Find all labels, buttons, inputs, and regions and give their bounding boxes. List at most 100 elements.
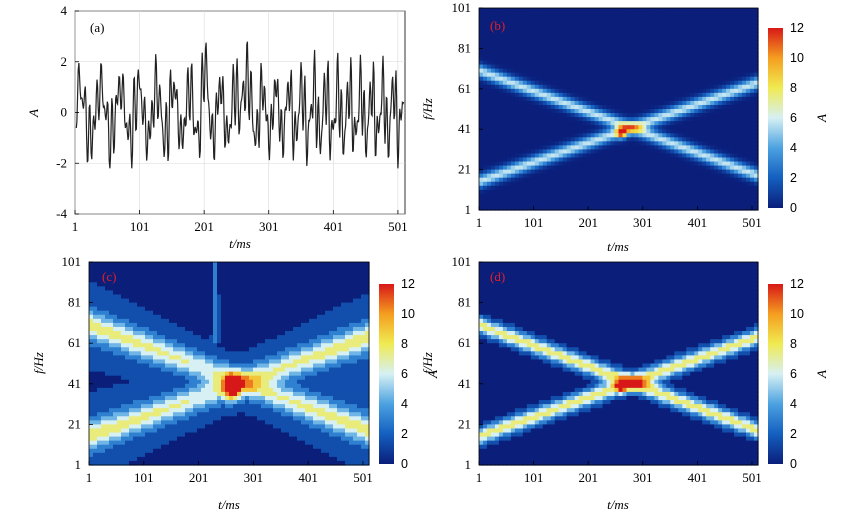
heatmap-cell [185,278,190,283]
heatmap-cell [726,157,731,163]
heatmap-cell [714,8,719,13]
heatmap-cell [479,72,484,78]
heatmap-cell [722,117,727,122]
heatmap-cell [538,189,544,195]
heatmap-cell [634,125,640,130]
heatmap-cell [137,460,142,466]
heatmap-cell [141,318,146,324]
heatmap-cell [514,109,520,114]
heatmap-cell [574,125,580,130]
heatmap-cell [121,383,126,389]
heatmap-cell [574,149,580,155]
heatmap-cell [482,72,488,78]
heatmap-cell [602,96,608,102]
heatmap-cell [514,193,520,199]
heatmap-cell [754,72,759,78]
heatmap-cell [582,44,588,49]
heatmap-cell [734,193,739,199]
heatmap-cell [486,181,492,187]
heatmap-cell [606,125,612,130]
heatmap-cell [129,351,134,356]
heatmap-cell [666,80,671,86]
heatmap-cell [726,177,731,183]
heatmap-cell [734,113,739,118]
heatmap-cell [479,56,484,62]
heatmap-cell [510,177,516,183]
heatmap-cell [502,28,508,33]
heatmap-cell [510,84,516,90]
heatmap-cell [750,92,755,98]
heatmap-cell [530,64,536,70]
heatmap-cell [161,318,166,324]
heatmap-cell [642,185,647,191]
heatmap-cell [177,322,182,328]
heatmap-cell [742,165,747,171]
heatmap-cell [526,153,532,159]
heatmap-cell [165,274,170,279]
heatmap-cell [141,375,146,381]
heatmap-cell [622,88,628,94]
heatmap-cell [149,351,154,356]
heatmap-cell [490,113,496,118]
heatmap-cell [113,294,118,300]
heatmap-cell [646,36,651,41]
heatmap-cell [506,165,512,171]
heatmap-cell [602,153,608,159]
heatmap-cell [181,278,186,283]
heatmap-cell [754,28,759,33]
heatmap-cell [490,68,496,74]
heatmap-cell [694,149,699,155]
heatmap-cell [710,96,715,102]
heatmap-cell [101,355,106,361]
heatmap-cell [534,121,540,126]
heatmap-cell [534,28,540,33]
heatmap-cell [602,92,608,98]
heatmap-cell [734,141,739,146]
heatmap-cell [562,80,568,86]
heatmap-cell [714,173,719,179]
heatmap-cell [486,28,492,33]
heatmap-cell [626,84,632,90]
heatmap-cell [662,153,667,159]
heatmap-cell [173,347,178,352]
heatmap-cell [145,379,150,385]
heatmap-cell [197,278,202,283]
heatmap-cell [678,40,683,45]
heatmap-cell [109,375,114,381]
heatmap-cell [678,141,683,146]
heatmap-cell [550,60,556,66]
heatmap-cell [754,121,759,126]
heatmap-cell [598,32,604,37]
heatmap-cell [694,169,699,175]
heatmap-cell [526,44,532,49]
heatmap-cell [534,72,540,78]
heatmap-cell [177,379,182,385]
heatmap-cell [137,343,142,348]
heatmap-cell [101,432,106,438]
heatmap-cell [698,169,703,175]
heatmap-cell [169,322,174,328]
heatmap-cell [754,84,759,90]
heatmap-cell [726,133,731,138]
heatmap-cell [662,149,667,155]
heatmap-cell [638,28,644,33]
heatmap-cell [638,197,644,203]
heatmap-cell [694,201,699,207]
heatmap-cell [606,96,612,102]
heatmap-cell [121,448,126,454]
heatmap-cell [498,36,504,41]
heatmap-cell [754,52,759,58]
heatmap-cell [97,412,102,417]
heatmap-cell [109,266,114,271]
heatmap-cell [105,355,110,361]
heatmap-cell [522,68,528,74]
heatmap-cell [750,8,755,13]
heatmap-cell [682,177,687,183]
heatmap-cell [594,88,600,94]
heatmap-cell [550,137,556,142]
heatmap-cell [506,48,512,54]
heatmap-cell [133,448,138,454]
heatmap-cell [566,36,572,41]
heatmap-cell [750,72,755,78]
heatmap-cell [141,294,146,300]
